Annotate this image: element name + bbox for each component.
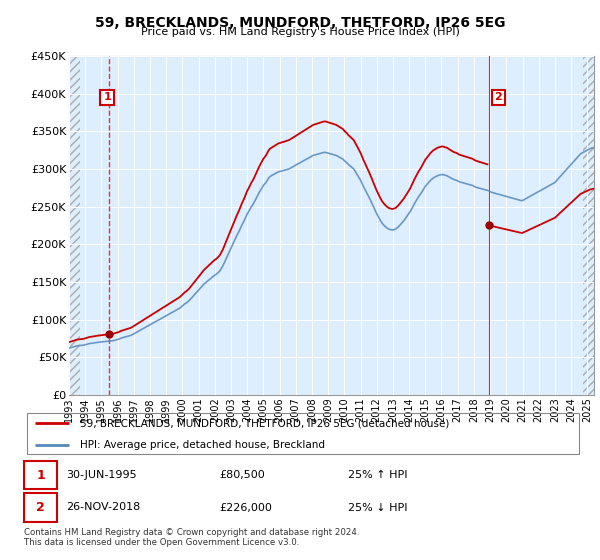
Text: 59, BRECKLANDS, MUNDFORD, THETFORD, IP26 5EG: 59, BRECKLANDS, MUNDFORD, THETFORD, IP26…	[95, 16, 505, 30]
Text: 26-NOV-2018: 26-NOV-2018	[66, 502, 140, 512]
Text: Contains HM Land Registry data © Crown copyright and database right 2024.
This d: Contains HM Land Registry data © Crown c…	[24, 528, 359, 547]
Bar	[583, 56, 594, 395]
Text: £226,000: £226,000	[220, 502, 272, 512]
Text: HPI: Average price, detached house, Breckland: HPI: Average price, detached house, Brec…	[80, 440, 325, 450]
Bar	[24, 461, 58, 489]
Text: Price paid vs. HM Land Registry's House Price Index (HPI): Price paid vs. HM Land Registry's House …	[140, 27, 460, 37]
Text: 1: 1	[103, 92, 111, 102]
Bar	[69, 56, 80, 395]
Text: 59, BRECKLANDS, MUNDFORD, THETFORD, IP26 5EG (detached house): 59, BRECKLANDS, MUNDFORD, THETFORD, IP26…	[80, 418, 449, 428]
Text: 30-JUN-1995: 30-JUN-1995	[66, 470, 136, 480]
Text: 25% ↓ HPI: 25% ↓ HPI	[347, 502, 407, 512]
Bar	[24, 493, 58, 522]
Text: 2: 2	[37, 501, 45, 514]
Text: 1: 1	[37, 469, 45, 482]
Text: 2: 2	[494, 92, 502, 102]
Text: £80,500: £80,500	[220, 470, 265, 480]
Text: 25% ↑ HPI: 25% ↑ HPI	[347, 470, 407, 480]
